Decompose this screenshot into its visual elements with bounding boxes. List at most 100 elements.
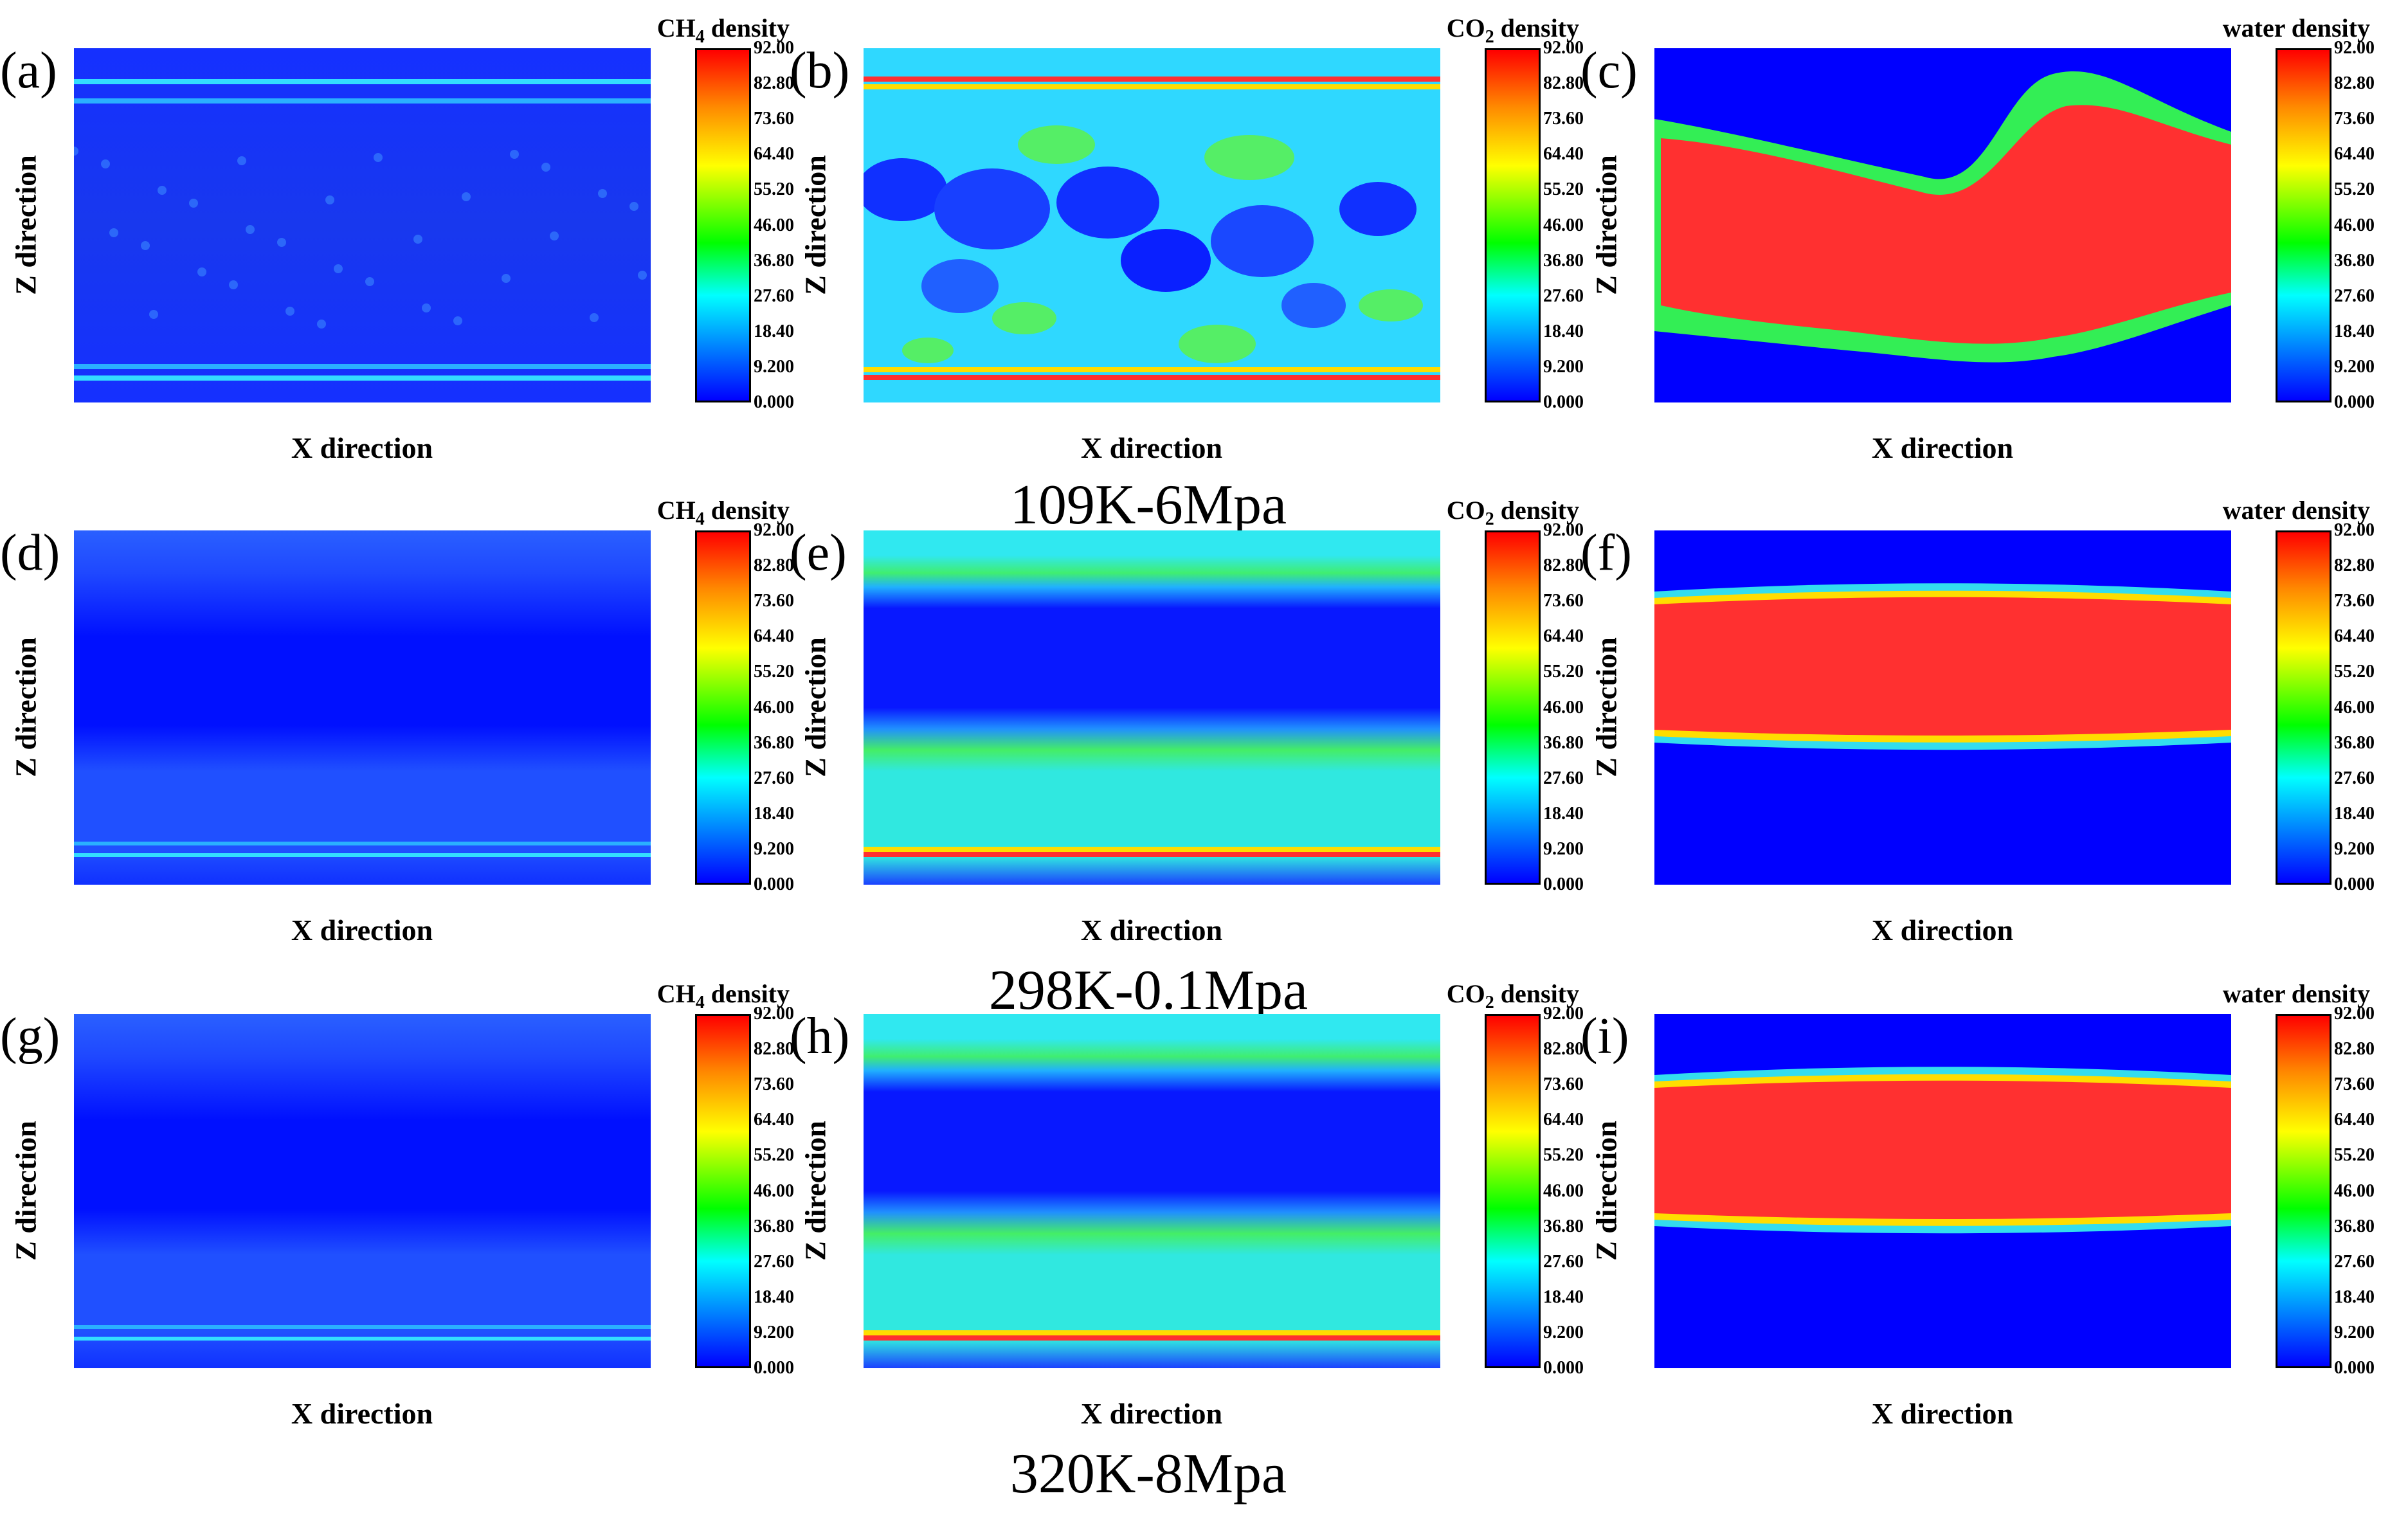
heatmap-ch4_low-speck xyxy=(550,231,559,240)
colorbar-tick-label: 36.80 xyxy=(2334,250,2375,271)
heatmap-water_slab-liquid xyxy=(1654,597,2231,736)
panel-letter: (d) xyxy=(0,525,60,581)
heatmap-ch4_low-line-1 xyxy=(74,98,651,104)
heatmap-ch4_low-speck xyxy=(109,228,118,237)
heatmap-ch4_bands-bg xyxy=(74,1014,651,1368)
colorbar-tick-label: 82.80 xyxy=(2334,73,2375,94)
heatmap-ch4_low-speck xyxy=(590,313,599,322)
heatmap-co2_mixed-blob xyxy=(1359,289,1423,321)
colorbar-tick-label: 0.000 xyxy=(1543,392,1584,412)
colorbar-species: water density xyxy=(2222,14,2370,42)
colorbar-tick-label: 64.40 xyxy=(1543,144,1584,165)
colorbar-tick-label: 92.00 xyxy=(754,520,794,540)
colorbar-tick-label: 73.60 xyxy=(754,1074,794,1095)
heatmap-ch4_bands-line-1 xyxy=(74,853,651,857)
density-heatmap xyxy=(864,530,1440,885)
panel-letter: (b) xyxy=(790,42,850,99)
heatmap-ch4_low-speck xyxy=(502,274,511,283)
colorbar-tick-label: 27.60 xyxy=(754,768,794,788)
colorbar-tick-label: 9.200 xyxy=(1543,356,1584,377)
colorbar-species: water density xyxy=(2222,979,2370,1008)
heatmap-ch4_low-speck xyxy=(510,150,519,159)
colorbar-tick-label: 46.00 xyxy=(2334,215,2375,235)
heatmap-co2_mixed-line-0 xyxy=(864,77,1440,82)
heatmap-co2_mixed-blob xyxy=(864,158,947,221)
condition-label: 109K-6Mpa xyxy=(1009,474,1287,536)
heatmap-ch4_low-speck xyxy=(422,303,431,312)
colorbar-tick-label: 9.200 xyxy=(2334,356,2375,377)
colorbar-tick-label: 73.60 xyxy=(2334,1074,2375,1095)
heatmap-co2_bands-line-0 xyxy=(864,847,1440,852)
z-axis-label: Z direction xyxy=(9,155,42,295)
colorbar-title: water density xyxy=(2223,495,2370,525)
colorbar-tick-label: 0.000 xyxy=(1543,874,1584,894)
colorbar-tick-label: 0.000 xyxy=(754,392,794,412)
z-axis-label: Z direction xyxy=(799,1121,832,1261)
colorbar-title: CH4 density xyxy=(657,495,790,530)
colorbar-tick-label: 18.40 xyxy=(754,321,794,341)
heatmap-ch4_low-line-0 xyxy=(74,79,651,84)
colorbar-subscript: 2 xyxy=(1485,993,1494,1013)
colorbar-tick-label: 64.40 xyxy=(1543,1110,1584,1130)
z-axis-label: Z direction xyxy=(1589,1121,1623,1261)
colorbar-suffix: density xyxy=(1494,496,1579,525)
colorbar-tick-label: 82.80 xyxy=(1543,556,1584,576)
heatmap-co2_mixed-blob xyxy=(1018,125,1095,164)
colorbar-tick-label: 82.80 xyxy=(754,556,794,576)
heatmap-ch4_low-speck xyxy=(158,186,167,195)
colorbar-tick-label: 18.40 xyxy=(2334,1287,2375,1307)
heatmap-co2_mixed-blob xyxy=(1056,167,1159,239)
panel-a: (a) Z direction X direction CH4 density 92.0… xyxy=(0,13,794,471)
colorbar-tick-label: 27.60 xyxy=(1543,1251,1584,1272)
colorbar-tick-label: 55.20 xyxy=(2334,662,2375,682)
colorbar xyxy=(695,48,751,402)
colorbar-title: CO2 density xyxy=(1447,495,1579,530)
colorbar-tick-label: 0.000 xyxy=(754,874,794,894)
colorbar-tick-label: 46.00 xyxy=(1543,215,1584,235)
colorbar-suffix: density xyxy=(704,14,790,42)
colorbar-tick-label: 55.20 xyxy=(1543,179,1584,200)
colorbar-tick-label: 73.60 xyxy=(2334,109,2375,129)
x-axis-label: X direction xyxy=(1080,1397,1223,1430)
heatmap-co2_mixed-blob xyxy=(1281,283,1346,328)
colorbar-tick-label: 46.00 xyxy=(754,215,794,235)
heatmap-ch4_bands-line-0 xyxy=(74,842,651,845)
colorbar-suffix: density xyxy=(704,979,790,1008)
colorbar-tick-label: 36.80 xyxy=(2334,732,2375,753)
colorbar-tick-label: 82.80 xyxy=(1543,1039,1584,1060)
heatmap-ch4_low-speck xyxy=(197,267,206,276)
colorbar-tick-label: 36.80 xyxy=(754,1216,794,1236)
colorbar-tick-label: 64.40 xyxy=(754,1110,794,1130)
heatmap-ch4_low-speck xyxy=(237,156,246,165)
x-axis-label: X direction xyxy=(1080,431,1223,464)
colorbar-tick-label: 0.000 xyxy=(754,1358,794,1378)
colorbar-tick-label: 9.200 xyxy=(1543,838,1584,859)
z-axis-label: Z direction xyxy=(1589,637,1623,777)
heatmap-ch4_low-speck xyxy=(374,153,383,162)
heatmap-co2_bands-bg xyxy=(864,1014,1440,1368)
heatmap-ch4_low-speck xyxy=(101,159,110,168)
colorbar-title: CO2 density xyxy=(1447,979,1579,1013)
panel-letter: (h) xyxy=(790,1008,850,1065)
colorbar-tick-label: 36.80 xyxy=(1543,732,1584,753)
colorbar-tick-label: 36.80 xyxy=(754,250,794,271)
colorbar-tick-label: 82.80 xyxy=(2334,1039,2375,1060)
colorbar-tick-label: 73.60 xyxy=(2334,591,2375,611)
panel-letter: (g) xyxy=(0,1008,60,1065)
colorbar-tick-label: 18.40 xyxy=(1543,1287,1584,1307)
colorbar-tick-label: 9.200 xyxy=(754,356,794,377)
colorbar-tick-label: 36.80 xyxy=(2334,1216,2375,1236)
colorbar-tick-label: 55.20 xyxy=(1543,1145,1584,1166)
colorbar-tick-label: 27.60 xyxy=(754,285,794,306)
colorbar-species: CH xyxy=(656,979,696,1008)
colorbar-tick-label: 73.60 xyxy=(1543,1074,1584,1095)
x-axis-label: X direction xyxy=(1871,914,2014,946)
x-axis-label: X direction xyxy=(291,1397,433,1430)
colorbar-subscript: 2 xyxy=(1485,27,1494,47)
density-heatmap xyxy=(74,1014,651,1368)
x-axis-label: X direction xyxy=(1080,914,1223,946)
colorbar-species: CO xyxy=(1446,979,1485,1008)
colorbar-suffix: density xyxy=(1494,14,1579,42)
colorbar-tick-label: 27.60 xyxy=(2334,768,2375,788)
heatmap-ch4_bands-line-1 xyxy=(74,1337,651,1341)
